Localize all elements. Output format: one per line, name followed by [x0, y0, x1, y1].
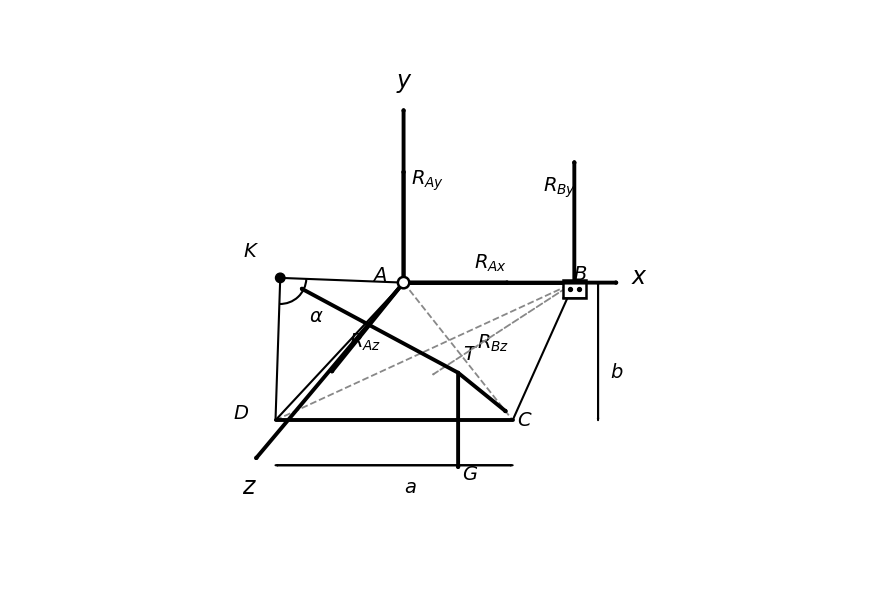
- Text: $C$: $C$: [517, 411, 533, 430]
- Text: $R_{Ay}$: $R_{Ay}$: [411, 168, 444, 193]
- Bar: [563, 280, 586, 298]
- Text: $A$: $A$: [372, 266, 387, 285]
- Text: $B$: $B$: [573, 265, 587, 283]
- Text: $R_{Az}$: $R_{Az}$: [349, 331, 381, 352]
- Text: $K$: $K$: [243, 242, 259, 261]
- Circle shape: [275, 273, 285, 283]
- Text: $R_{By}$: $R_{By}$: [544, 176, 576, 200]
- Text: $a$: $a$: [404, 478, 417, 497]
- Text: $R_{Bz}$: $R_{Bz}$: [477, 333, 510, 354]
- Text: $D$: $D$: [233, 403, 249, 423]
- Text: $b$: $b$: [610, 363, 623, 383]
- Text: $\alpha$: $\alpha$: [309, 307, 323, 326]
- Text: $z$: $z$: [242, 475, 257, 499]
- Text: $x$: $x$: [631, 265, 648, 289]
- Text: $R_{Ax}$: $R_{Ax}$: [473, 253, 507, 274]
- Text: $G$: $G$: [462, 465, 478, 484]
- Text: $y$: $y$: [396, 71, 413, 95]
- Circle shape: [399, 278, 408, 287]
- Text: $T$: $T$: [463, 345, 478, 364]
